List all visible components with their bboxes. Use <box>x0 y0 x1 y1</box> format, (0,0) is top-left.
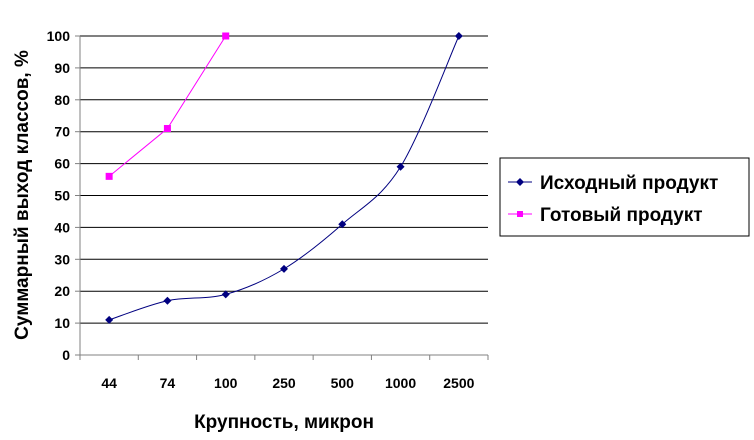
series-1-point-500 <box>338 220 347 229</box>
y-tick-label-60: 60 <box>54 156 70 172</box>
y-tick-label-90: 90 <box>54 60 70 76</box>
y-tick-label-70: 70 <box>54 124 70 140</box>
y-tick-labels: 0 10 20 30 40 50 60 70 80 90 100 <box>47 28 80 363</box>
series-1-point-100 <box>221 290 230 299</box>
x-tick-labels: 44 74 100 250 500 1000 2500 <box>79 355 489 391</box>
series-2-point-74 <box>163 125 171 133</box>
gridlines <box>80 35 488 324</box>
x-tick-label-2500: 2500 <box>443 375 474 391</box>
series-1-point-74 <box>163 296 172 305</box>
series-layer <box>105 32 463 324</box>
legend-marker-source <box>516 178 524 186</box>
series-1-point-44 <box>105 315 114 324</box>
y-tick-label-20: 20 <box>54 283 70 299</box>
y-axis-title: Суммарный выход классов, % <box>12 50 33 340</box>
legend-marker-final <box>517 211 523 217</box>
series-2-point-44 <box>105 172 113 180</box>
series-1-point-1000 <box>396 162 405 171</box>
series-2-point-100 <box>222 32 230 40</box>
x-tick-label-44: 44 <box>101 375 117 391</box>
x-tick-label-74: 74 <box>160 375 176 391</box>
legend: Исходный продукт Готовый продукт <box>499 157 750 237</box>
y-tick-label-50: 50 <box>54 188 70 204</box>
series-2 <box>105 32 230 180</box>
y-tick-label-10: 10 <box>54 315 70 331</box>
series-1-point-2500 <box>454 32 463 40</box>
legend-box <box>499 157 750 237</box>
x-tick-label-1000: 1000 <box>385 375 416 391</box>
y-tick-label-0: 0 <box>62 347 70 363</box>
y-tick-label-100: 100 <box>47 28 71 44</box>
x-tick-label-250: 250 <box>272 375 296 391</box>
series-1-point-250 <box>280 264 288 273</box>
y-tick-label-30: 30 <box>54 251 70 267</box>
legend-label-source: Исходный продукт <box>540 173 718 194</box>
x-tick-label-100: 100 <box>214 375 238 391</box>
y-tick-label-80: 80 <box>54 92 70 108</box>
y-tick-label-40: 40 <box>54 219 70 235</box>
x-axis-title: Крупность, микрон <box>194 412 374 433</box>
legend-label-final: Готовый продукт <box>540 205 703 226</box>
x-tick-label-500: 500 <box>331 375 355 391</box>
series-1 <box>105 32 463 324</box>
